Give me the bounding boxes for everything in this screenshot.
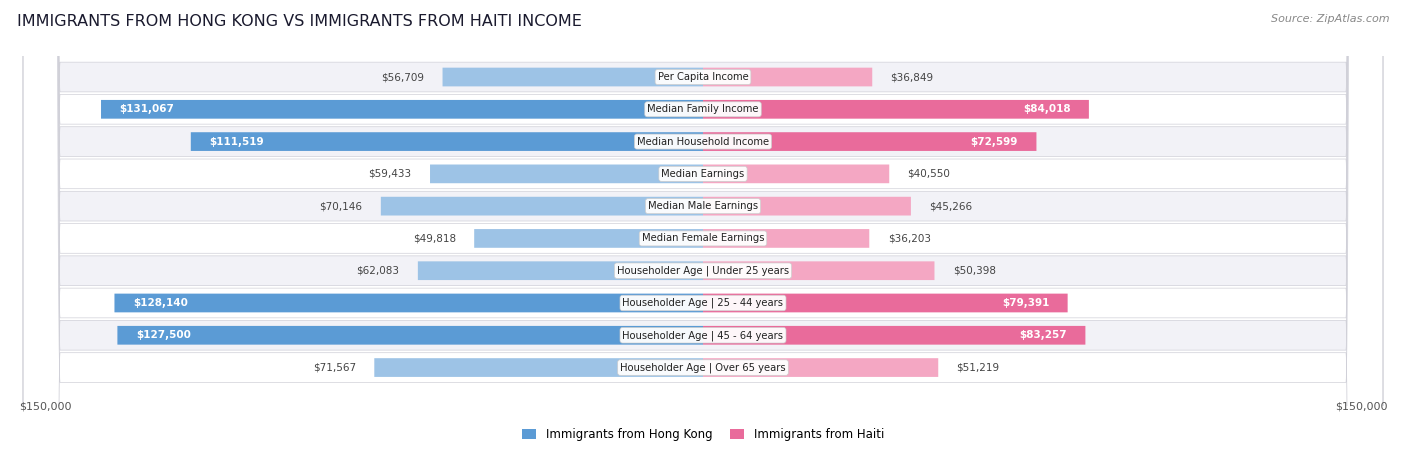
- Text: Median Household Income: Median Household Income: [637, 136, 769, 147]
- Text: Median Female Earnings: Median Female Earnings: [641, 234, 765, 243]
- FancyBboxPatch shape: [430, 164, 703, 183]
- FancyBboxPatch shape: [24, 0, 1382, 467]
- Text: $79,391: $79,391: [1002, 298, 1049, 308]
- Text: $62,083: $62,083: [357, 266, 399, 276]
- FancyBboxPatch shape: [114, 294, 703, 312]
- Text: Median Male Earnings: Median Male Earnings: [648, 201, 758, 211]
- Text: $131,067: $131,067: [120, 104, 174, 114]
- Text: $84,018: $84,018: [1024, 104, 1070, 114]
- FancyBboxPatch shape: [24, 0, 1382, 467]
- FancyBboxPatch shape: [703, 358, 938, 377]
- Text: $59,433: $59,433: [368, 169, 412, 179]
- FancyBboxPatch shape: [443, 68, 703, 86]
- Text: $150,000: $150,000: [18, 402, 72, 411]
- FancyBboxPatch shape: [24, 0, 1382, 467]
- FancyBboxPatch shape: [101, 100, 703, 119]
- FancyBboxPatch shape: [703, 197, 911, 215]
- FancyBboxPatch shape: [418, 262, 703, 280]
- FancyBboxPatch shape: [703, 326, 1085, 345]
- FancyBboxPatch shape: [703, 164, 889, 183]
- Text: $127,500: $127,500: [136, 330, 191, 340]
- FancyBboxPatch shape: [24, 0, 1382, 467]
- Text: IMMIGRANTS FROM HONG KONG VS IMMIGRANTS FROM HAITI INCOME: IMMIGRANTS FROM HONG KONG VS IMMIGRANTS …: [17, 14, 582, 29]
- Text: Householder Age | Over 65 years: Householder Age | Over 65 years: [620, 362, 786, 373]
- Text: Median Earnings: Median Earnings: [661, 169, 745, 179]
- Text: $40,550: $40,550: [908, 169, 950, 179]
- FancyBboxPatch shape: [24, 0, 1382, 467]
- FancyBboxPatch shape: [24, 0, 1382, 467]
- FancyBboxPatch shape: [374, 358, 703, 377]
- Text: $50,398: $50,398: [953, 266, 995, 276]
- Text: Householder Age | 25 - 44 years: Householder Age | 25 - 44 years: [623, 298, 783, 308]
- Text: $56,709: $56,709: [381, 72, 425, 82]
- FancyBboxPatch shape: [703, 100, 1088, 119]
- Text: $36,203: $36,203: [887, 234, 931, 243]
- FancyBboxPatch shape: [703, 294, 1067, 312]
- Text: $128,140: $128,140: [132, 298, 188, 308]
- FancyBboxPatch shape: [703, 68, 872, 86]
- Text: $70,146: $70,146: [319, 201, 363, 211]
- FancyBboxPatch shape: [117, 326, 703, 345]
- FancyBboxPatch shape: [24, 0, 1382, 467]
- FancyBboxPatch shape: [703, 229, 869, 248]
- Text: $150,000: $150,000: [1334, 402, 1388, 411]
- Text: Per Capita Income: Per Capita Income: [658, 72, 748, 82]
- FancyBboxPatch shape: [24, 0, 1382, 467]
- Text: $45,266: $45,266: [929, 201, 973, 211]
- FancyBboxPatch shape: [703, 262, 935, 280]
- FancyBboxPatch shape: [381, 197, 703, 215]
- FancyBboxPatch shape: [474, 229, 703, 248]
- Text: Householder Age | Under 25 years: Householder Age | Under 25 years: [617, 265, 789, 276]
- FancyBboxPatch shape: [703, 132, 1036, 151]
- Text: $83,257: $83,257: [1019, 330, 1067, 340]
- FancyBboxPatch shape: [24, 0, 1382, 467]
- Text: $71,567: $71,567: [312, 362, 356, 373]
- Text: Householder Age | 45 - 64 years: Householder Age | 45 - 64 years: [623, 330, 783, 340]
- FancyBboxPatch shape: [24, 0, 1382, 467]
- Text: $49,818: $49,818: [413, 234, 456, 243]
- Text: Median Family Income: Median Family Income: [647, 104, 759, 114]
- Text: $111,519: $111,519: [209, 136, 264, 147]
- Text: $51,219: $51,219: [956, 362, 1000, 373]
- Text: $72,599: $72,599: [970, 136, 1018, 147]
- Text: Source: ZipAtlas.com: Source: ZipAtlas.com: [1271, 14, 1389, 24]
- FancyBboxPatch shape: [191, 132, 703, 151]
- Text: $36,849: $36,849: [890, 72, 934, 82]
- Legend: Immigrants from Hong Kong, Immigrants from Haiti: Immigrants from Hong Kong, Immigrants fr…: [517, 424, 889, 446]
